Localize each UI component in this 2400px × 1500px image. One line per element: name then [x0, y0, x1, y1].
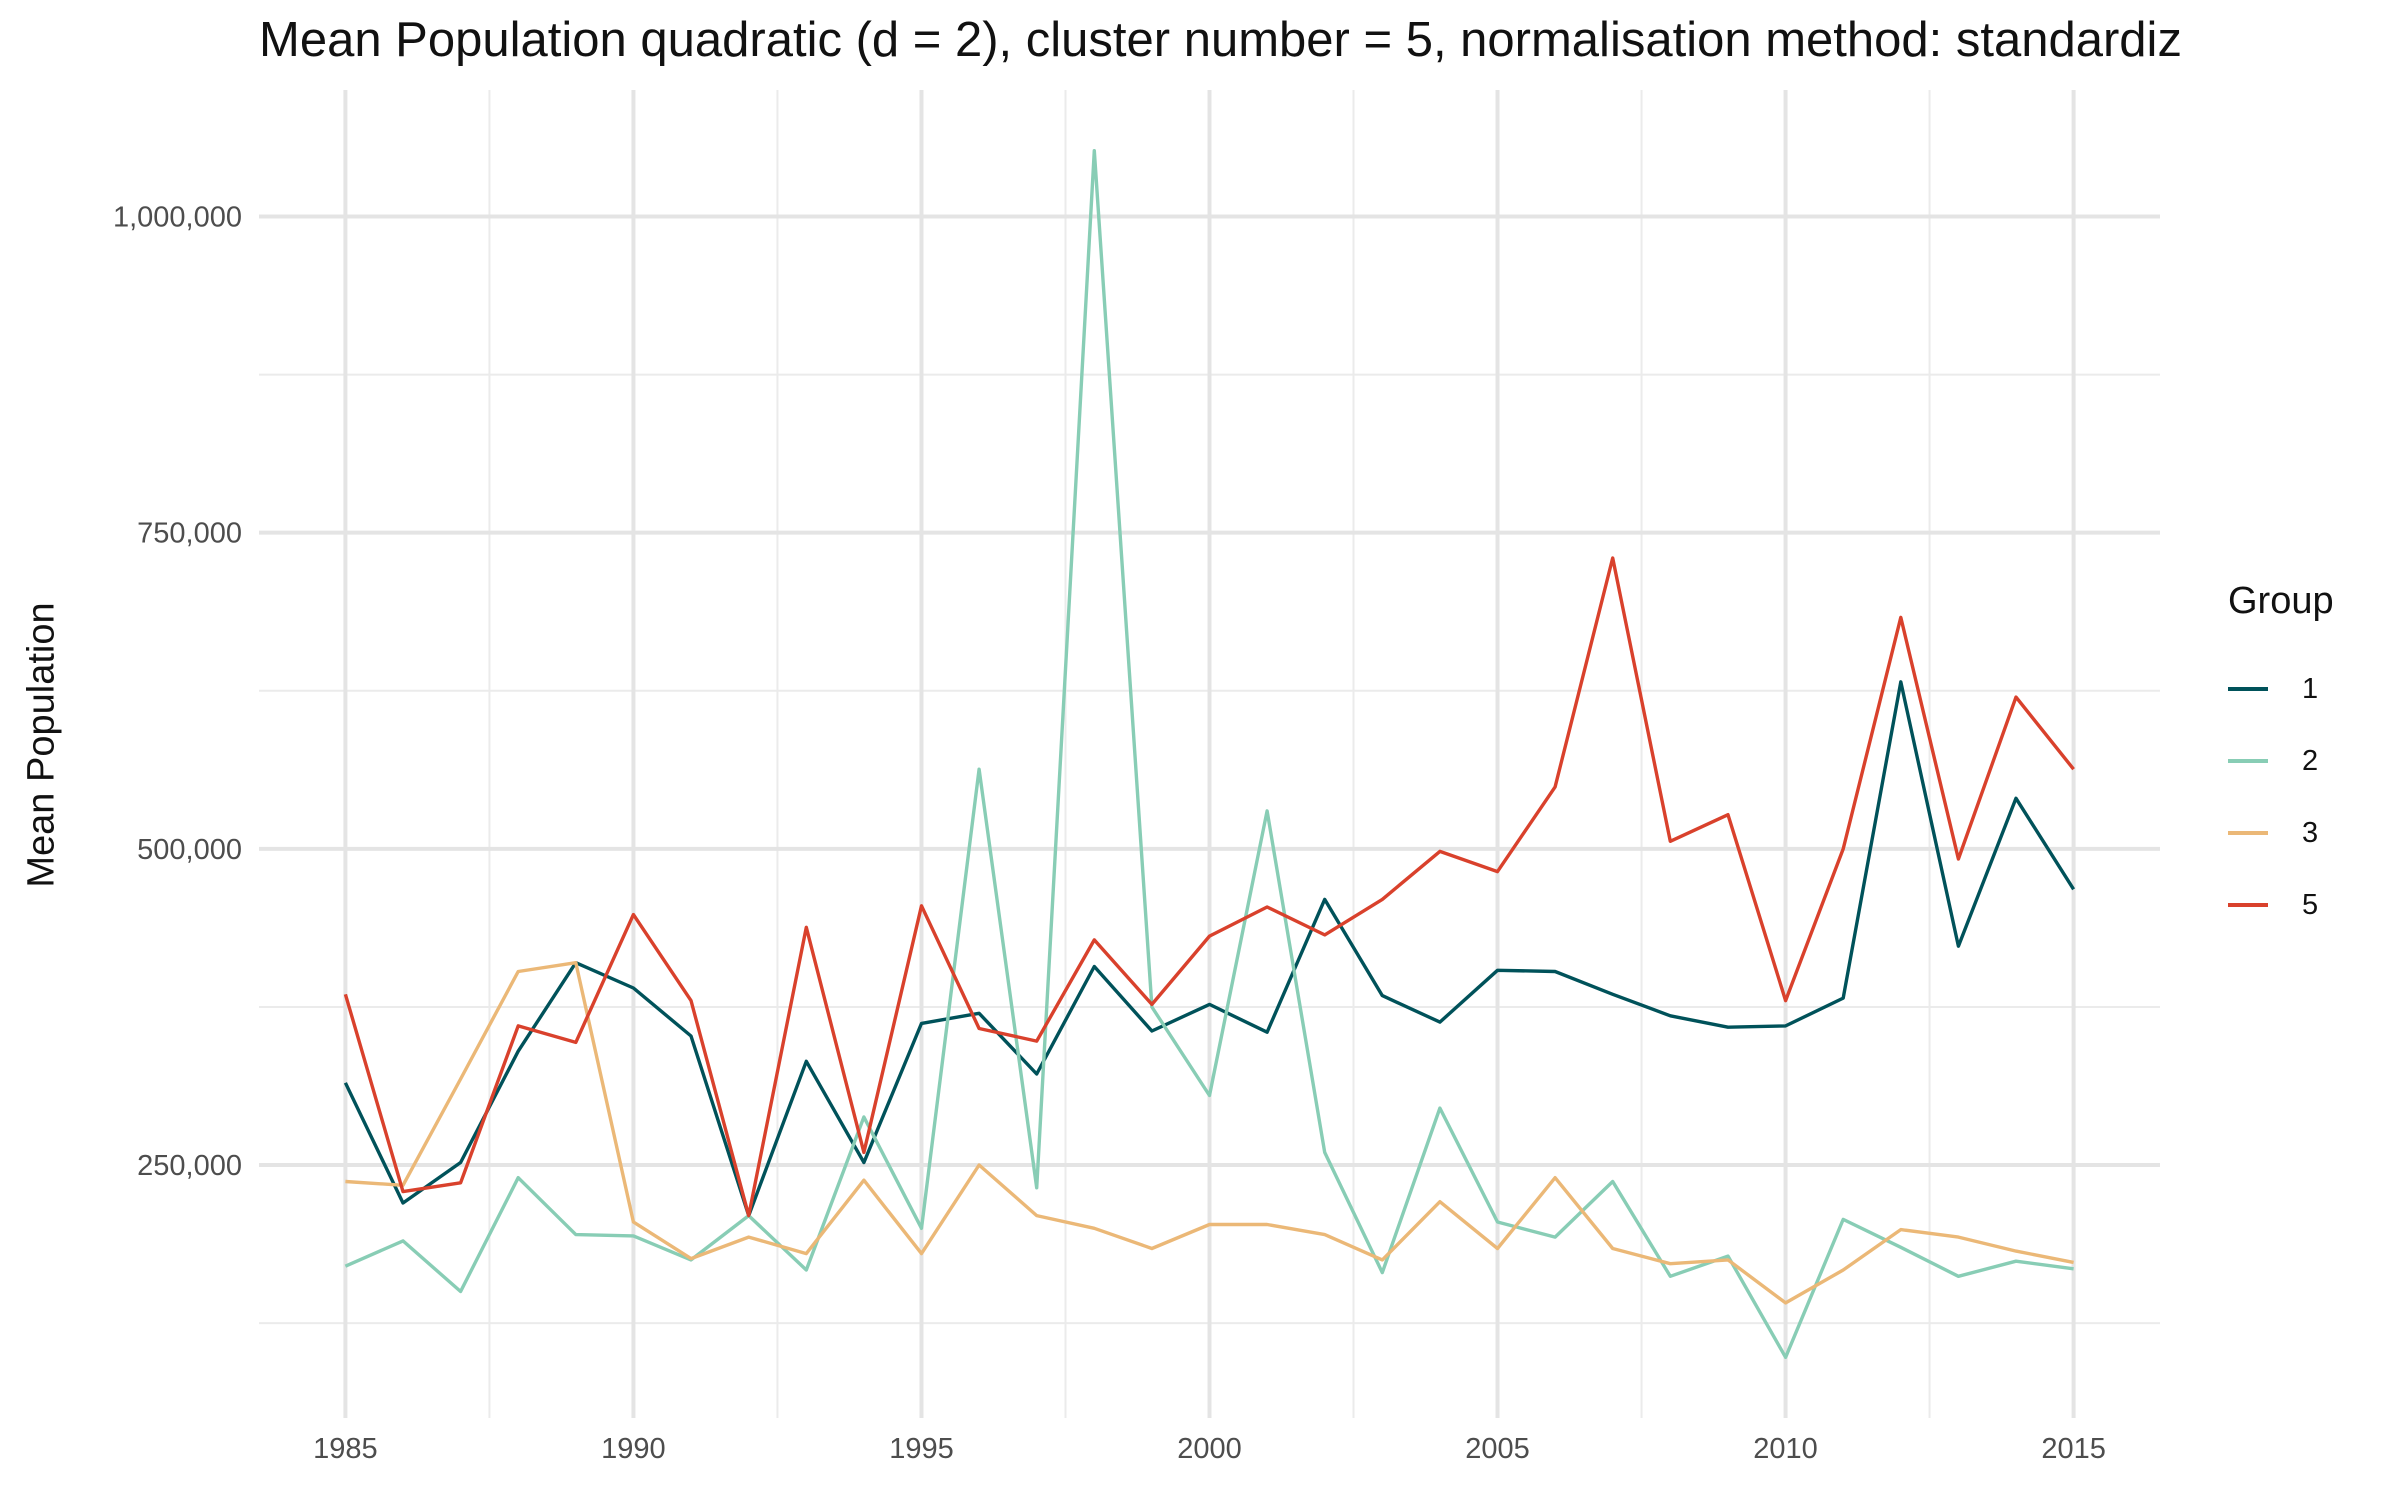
legend-label-5: 5	[2302, 888, 2319, 921]
x-tick-label-5: 2010	[1753, 1433, 1818, 1465]
x-tick-label-1: 1990	[601, 1433, 666, 1465]
legend-item-5: 5	[2228, 869, 2334, 941]
legend-item-2: 2	[2228, 725, 2334, 797]
chart-title: Mean Population quadratic (d = 2), clust…	[259, 13, 2182, 67]
legend-item-3: 3	[2228, 797, 2334, 869]
x-tick-label-6: 2015	[2041, 1433, 2106, 1465]
legend-key-3	[2228, 831, 2268, 835]
x-axis-tick-labels: 1985 1990 1995 2000 2005 2010 2015	[313, 1433, 2106, 1465]
x-tick-label-0: 1985	[313, 1433, 378, 1465]
y-tick-label-0: 250,000	[137, 1150, 242, 1182]
series-line-5	[343, 556, 2075, 1218]
legend-key-2	[2228, 759, 2268, 763]
series-line-3	[345, 961, 2074, 1305]
x-tick-label-4: 2005	[1465, 1433, 1530, 1465]
series-lines	[343, 148, 2076, 1360]
legend-title: Group	[2228, 580, 2334, 622]
legend-key-1	[2228, 687, 2268, 691]
x-tick-label-3: 2000	[1177, 1433, 1242, 1465]
legend-label-1: 1	[2302, 672, 2319, 705]
legend-items: 1 2 3 5	[2228, 653, 2334, 941]
legend-label-3: 3	[2302, 816, 2319, 849]
legend-key-5	[2228, 903, 2268, 907]
y-tick-label-2: 750,000	[137, 518, 242, 550]
y-axis-tick-labels: 250,000 500,000 750,000 1,000,000	[113, 201, 242, 1182]
series-line-2	[344, 148, 2074, 1360]
legend-item-1: 1	[2228, 653, 2334, 725]
series-line-1	[343, 680, 2076, 1218]
legend: Group 1 2 3 5	[2228, 580, 2334, 941]
y-tick-label-1: 500,000	[137, 834, 242, 866]
x-tick-label-2: 1995	[889, 1433, 954, 1465]
major-gridlines	[259, 90, 2160, 1418]
legend-label-2: 2	[2302, 744, 2319, 777]
y-tick-label-3: 1,000,000	[113, 201, 242, 233]
